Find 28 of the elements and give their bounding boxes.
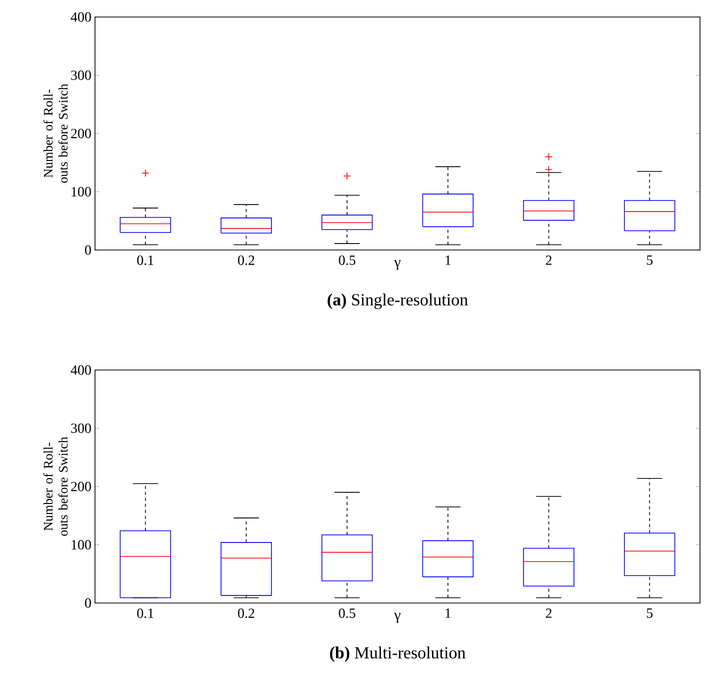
y-tick-label: 0 — [85, 245, 91, 255]
y-tick-label: 100 — [72, 540, 91, 550]
x-tick-label: 0.1 — [137, 256, 154, 266]
x-tick-label: 5 — [646, 608, 653, 618]
y-tick-label: 300 — [71, 424, 91, 433]
y-tick-label: 0 — [85, 598, 91, 608]
text: (a) Single-resolution — [328, 294, 468, 310]
x-tick-label: 0.5 — [338, 256, 356, 266]
x-tick-label: 2 — [546, 608, 552, 618]
x-tick-label: 1 — [446, 608, 451, 618]
x-tick-label: 0.2 — [238, 256, 254, 266]
y-tick-label: 400 — [70, 365, 91, 375]
x-axis-title: γ — [394, 260, 400, 270]
x-tick-label: 2 — [546, 256, 552, 265]
text: (b) Multi-resolution — [330, 646, 466, 662]
x-tick-label: 1 — [446, 256, 451, 265]
x-tick-label: 0.5 — [338, 608, 356, 618]
y-axis-title: Number of Roll-outs before Switch — [43, 84, 68, 183]
x-tick-label: 0.2 — [238, 608, 254, 618]
x-tick-label: 5 — [646, 256, 653, 265]
y-tick-label: 100 — [72, 187, 91, 196]
y-axis-title: Number of Roll-outs before Switch — [43, 436, 68, 536]
x-axis-title: γ — [394, 612, 400, 623]
x-tick-label: 0.1 — [137, 608, 154, 618]
y-tick-label: 400 — [70, 12, 91, 22]
y-tick-label: 200 — [71, 482, 91, 492]
y-tick-label: 200 — [71, 128, 91, 138]
y-tick-label: 300 — [71, 70, 91, 80]
